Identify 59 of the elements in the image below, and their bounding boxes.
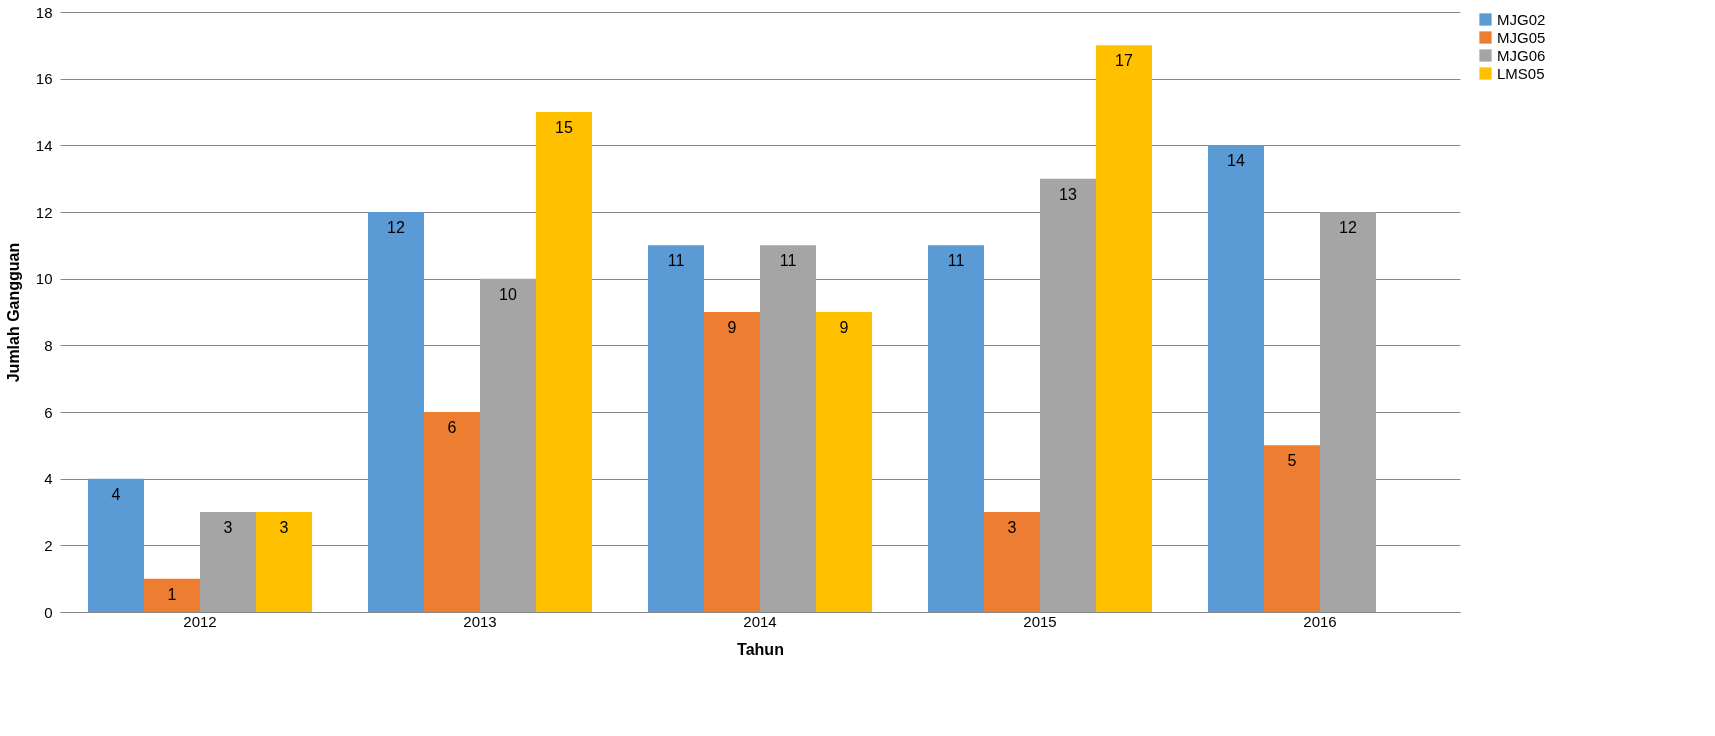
- x-tick-label: 2012: [183, 612, 217, 630]
- legend-label: MJG02: [1497, 10, 1546, 28]
- x-tick-label: 2015: [1023, 612, 1057, 630]
- data-label: 1: [167, 585, 177, 603]
- data-label: 4: [111, 485, 121, 503]
- x-tick-label: 2016: [1303, 612, 1337, 630]
- data-label: 15: [555, 119, 573, 136]
- data-label: 11: [667, 252, 685, 270]
- y-tick-label: 14: [35, 136, 53, 154]
- bar: [480, 278, 536, 612]
- y-tick-label: 12: [35, 203, 53, 221]
- data-label: 3: [279, 519, 289, 536]
- y-tick-label: 10: [35, 270, 53, 288]
- legend-label: MJG05: [1497, 28, 1546, 46]
- data-label: 17: [1115, 52, 1133, 70]
- y-tick-label: 16: [35, 70, 53, 88]
- y-tick-label: 8: [44, 336, 53, 354]
- data-label: 10: [499, 285, 517, 303]
- data-label: 14: [1227, 152, 1245, 170]
- legend-label: MJG06: [1497, 46, 1546, 64]
- bar: [1040, 178, 1096, 612]
- bar: [760, 245, 816, 612]
- x-tick-label: 2013: [463, 612, 497, 630]
- data-label: 9: [839, 319, 849, 336]
- x-axis-title: Tahun: [737, 640, 784, 658]
- y-axis-title: Jumlah Gangguan: [4, 242, 22, 383]
- bar: [1264, 445, 1320, 612]
- y-tick-label: 18: [35, 3, 53, 21]
- data-label: 6: [447, 419, 457, 436]
- y-tick-label: 6: [44, 403, 53, 421]
- bar: [704, 312, 760, 612]
- data-label: 11: [947, 252, 965, 270]
- bar: [256, 512, 312, 612]
- bar: [200, 512, 256, 612]
- bar: [816, 312, 872, 612]
- y-tick-label: 0: [44, 603, 53, 621]
- y-tick-label: 4: [44, 470, 53, 488]
- bar: [928, 245, 984, 612]
- x-tick-label: 2014: [743, 612, 777, 630]
- bar: [88, 478, 144, 612]
- bar: [368, 212, 424, 612]
- y-tick-label: 2: [44, 536, 53, 554]
- bar: [424, 412, 480, 612]
- data-label: 12: [387, 219, 405, 236]
- data-label: 13: [1059, 185, 1077, 203]
- bar: [648, 245, 704, 612]
- bar: [1096, 45, 1152, 612]
- bar: [144, 578, 200, 612]
- bar: [1208, 145, 1264, 612]
- data-label: 3: [223, 519, 233, 536]
- data-label: 12: [1339, 219, 1357, 236]
- data-label: 11: [779, 252, 797, 270]
- legend-label: LMS05: [1497, 64, 1545, 82]
- data-label: 9: [727, 319, 737, 336]
- data-label: 3: [1007, 519, 1017, 536]
- data-label: 5: [1287, 452, 1297, 470]
- bar: [984, 512, 1040, 612]
- bar: [536, 112, 592, 612]
- bar: [1320, 212, 1376, 612]
